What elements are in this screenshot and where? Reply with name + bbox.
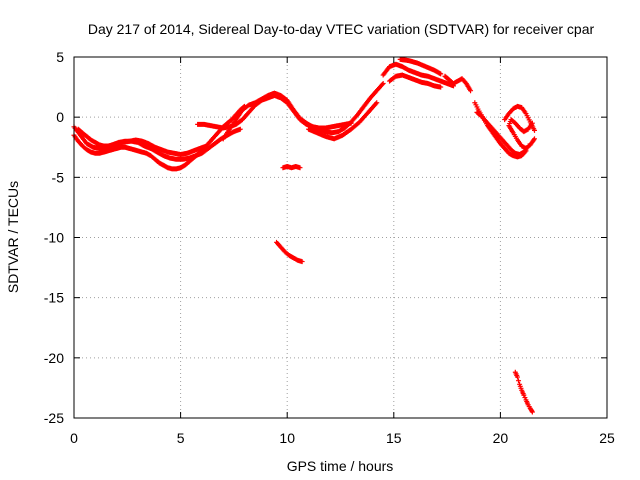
data-points-arc-6: [280, 164, 303, 171]
plot-frame: [73, 56, 608, 419]
y-tick-label: -15: [44, 290, 64, 306]
data-points-arc-10: [387, 72, 444, 90]
series-arc-14: [474, 109, 531, 157]
series-arc-11: [397, 56, 444, 77]
data-points-arc-12: [442, 73, 474, 94]
data-points-arc-8: [306, 100, 380, 142]
grid: [74, 57, 607, 418]
x-tick-label: 15: [386, 430, 402, 446]
y-tick-label: 5: [56, 49, 64, 65]
y-tick-label: -25: [44, 410, 64, 426]
y-axis-label: SDTVAR / TECUs: [5, 181, 21, 293]
series-arc-6: [280, 164, 303, 171]
series-arc-3: [75, 126, 209, 157]
series-arc-8: [306, 100, 380, 142]
x-tick-label: 20: [493, 430, 509, 446]
series-arc-9: [380, 61, 456, 89]
x-tick-label: 5: [177, 430, 185, 446]
y-tick-label: -10: [44, 230, 64, 246]
axis-ticks: 0 5 10 15 20 25 5 0 -5 -10 -15 -20 -25: [44, 49, 615, 446]
data-points-arc-4: [195, 93, 354, 131]
y-tick-label: -20: [44, 350, 64, 366]
data-series: [71, 56, 538, 415]
series-arc-16: [512, 369, 535, 415]
series-arc-10: [387, 72, 444, 90]
data-points-arc-3: [75, 126, 209, 157]
data-points-arc-16: [512, 369, 535, 415]
data-points-arc-15: [502, 103, 538, 151]
data-points-arc-14: [474, 109, 531, 157]
series-arc-4: [195, 93, 354, 131]
chart-title: Day 217 of 2014, Sidereal Day-to-day VTE…: [88, 21, 595, 37]
x-tick-label: 0: [70, 430, 78, 446]
series-arc-15: [502, 103, 538, 151]
series-arc-12: [442, 73, 474, 94]
y-tick-label: 0: [56, 109, 64, 125]
x-axis-label: GPS time / hours: [287, 458, 394, 474]
data-points-arc-11: [397, 56, 444, 77]
y-tick-label: -5: [52, 169, 65, 185]
data-points-arc-9: [380, 61, 456, 89]
data-points-arc-7: [274, 239, 305, 265]
data-points-arc-5: [220, 80, 386, 142]
series-arc-7: [274, 239, 305, 265]
series-arc-5: [220, 80, 386, 142]
x-tick-label: 25: [599, 430, 615, 446]
x-tick-label: 10: [279, 430, 295, 446]
